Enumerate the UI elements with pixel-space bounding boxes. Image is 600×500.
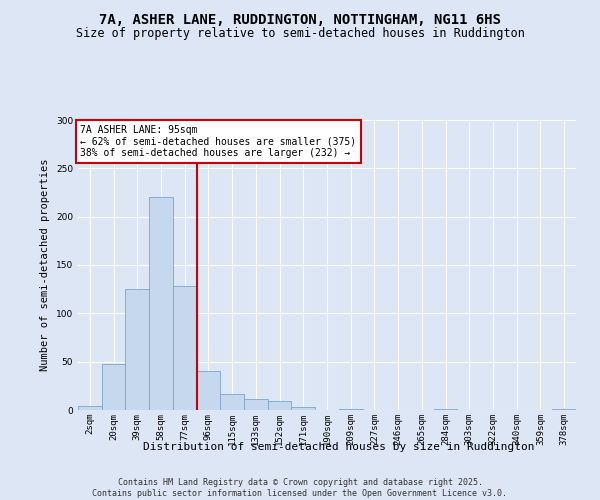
Y-axis label: Number of semi-detached properties: Number of semi-detached properties bbox=[40, 159, 50, 371]
Bar bbox=[173, 286, 197, 410]
Text: 7A ASHER LANE: 95sqm
← 62% of semi-detached houses are smaller (375)
38% of semi: 7A ASHER LANE: 95sqm ← 62% of semi-detac… bbox=[80, 125, 356, 158]
Text: Distribution of semi-detached houses by size in Ruddington: Distribution of semi-detached houses by … bbox=[143, 442, 535, 452]
Bar bbox=[149, 198, 173, 410]
Bar bbox=[197, 372, 220, 410]
Bar bbox=[244, 400, 268, 410]
Bar bbox=[268, 402, 292, 410]
Bar bbox=[125, 289, 149, 410]
Bar bbox=[552, 409, 576, 410]
Bar bbox=[78, 406, 102, 410]
Text: Size of property relative to semi-detached houses in Ruddington: Size of property relative to semi-detach… bbox=[76, 28, 524, 40]
Bar bbox=[339, 409, 362, 410]
Bar bbox=[292, 407, 315, 410]
Bar bbox=[102, 364, 125, 410]
Bar bbox=[434, 409, 457, 410]
Text: Contains HM Land Registry data © Crown copyright and database right 2025.
Contai: Contains HM Land Registry data © Crown c… bbox=[92, 478, 508, 498]
Bar bbox=[220, 394, 244, 410]
Text: 7A, ASHER LANE, RUDDINGTON, NOTTINGHAM, NG11 6HS: 7A, ASHER LANE, RUDDINGTON, NOTTINGHAM, … bbox=[99, 12, 501, 26]
